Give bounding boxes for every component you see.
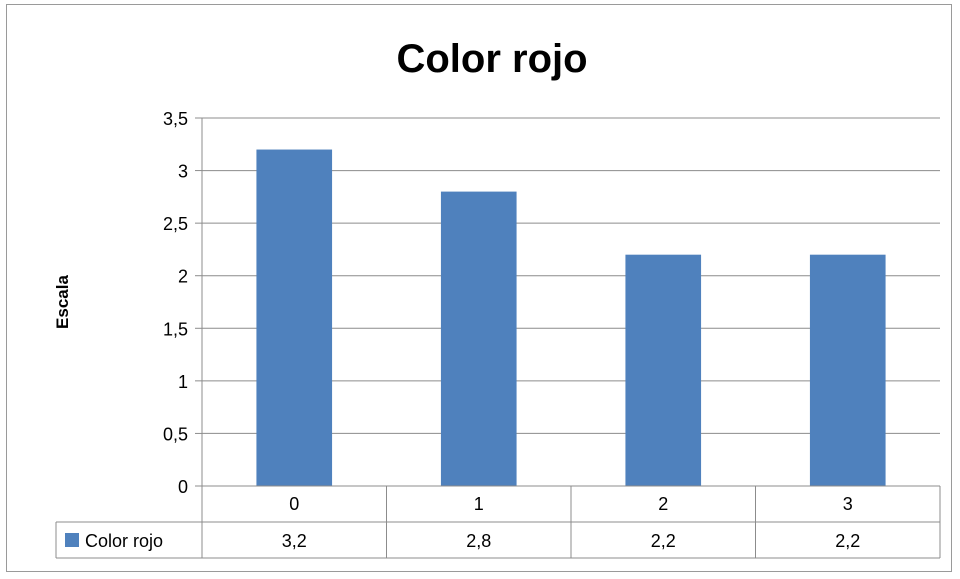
y-tick-label: 3 <box>178 162 188 182</box>
bar <box>809 254 886 486</box>
legend-series-name: Color rojo <box>85 531 163 551</box>
x-category-label: 2 <box>658 494 668 514</box>
data-table-value: 3,2 <box>282 531 307 551</box>
bar <box>256 149 333 487</box>
y-tick-label: 3,5 <box>163 109 188 129</box>
y-tick-label: 0,5 <box>163 424 188 444</box>
x-category-label: 1 <box>474 494 484 514</box>
y-tick-label: 0 <box>178 477 188 497</box>
y-axis-label: Escala <box>53 275 72 329</box>
data-table-value: 2,2 <box>835 531 860 551</box>
data-table-value: 2,2 <box>651 531 676 551</box>
y-tick-label: 1,5 <box>163 319 188 339</box>
x-category-label: 0 <box>289 494 299 514</box>
bar <box>440 191 517 486</box>
chart-title: Color rojo <box>396 37 587 81</box>
data-table-value: 2,8 <box>466 531 491 551</box>
y-tick-label: 2,5 <box>163 214 188 234</box>
y-tick-label: 1 <box>178 372 188 392</box>
legend-swatch <box>65 533 79 547</box>
x-category-label: 3 <box>843 494 853 514</box>
y-tick-label: 2 <box>178 267 188 287</box>
bar <box>625 254 702 486</box>
